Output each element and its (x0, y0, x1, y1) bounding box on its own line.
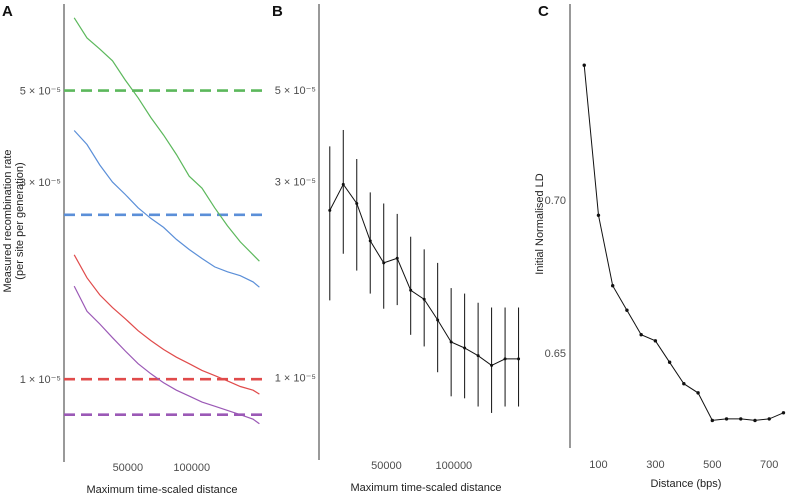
panel-c-ld-point (710, 418, 715, 423)
panel-c-ld-point (582, 63, 586, 67)
panel-c-ld-line (583, 65, 784, 421)
panel-b-x-tick-label: 50000 (371, 460, 402, 472)
panel-c-ld-point (653, 339, 658, 343)
panel-c-ld-point (610, 284, 615, 288)
panel-c-ld-point (596, 213, 601, 217)
panel-b-mean-point (463, 346, 467, 350)
panel-c-x-tick-label: 700 (760, 459, 778, 471)
panel-a-series-line-blue (73, 130, 260, 288)
panel-b-mean-point (409, 288, 413, 292)
panel-b-mean-point (355, 201, 359, 205)
panel-b-mean-point (490, 363, 494, 367)
panel-c: C 0.70 0.65 100 300 500 700 Distance (bps) I… (534, 3, 786, 490)
panel-b-mean-point (382, 261, 386, 265)
panel-b-mean-point (328, 208, 332, 212)
panel-c-x-label: Distance (bps) (651, 478, 722, 490)
panel-c-y-tick-label: 0.70 (545, 195, 566, 207)
panel-a-x-label: Maximum time-scaled distance (87, 484, 238, 496)
panel-c-x-tick-label: 100 (589, 459, 607, 471)
panel-c-x-tick-label: 300 (646, 459, 664, 471)
panel-b-x-tick-label: 100000 (435, 460, 472, 472)
panel-letter-a: A (2, 3, 13, 20)
panel-a-y-label-line1: Measured recombination rate (2, 149, 14, 292)
panel-b-y-tick-label: 5 × 10⁻⁵ (275, 85, 316, 97)
panel-a-series-line-purple (73, 285, 260, 425)
panel-a: A 5 × 10⁻⁵ 3 × 10⁻⁵ 1 × 10⁻⁵ 50000 100000 M… (2, 3, 262, 496)
panel-c-ld-point (682, 381, 686, 386)
panel-c-y-tick-label: 0.65 (545, 348, 566, 360)
panel-c-ld-point (696, 391, 700, 395)
panel-b-y-tick-label: 3 × 10⁻⁵ (275, 176, 316, 188)
panel-a-y-tick-label: 1 × 10⁻⁵ (20, 374, 61, 386)
panel-a-y-label-line2: (per site per generation) (14, 162, 26, 279)
panel-a-series-line-red (73, 254, 260, 395)
panel-letter-b: B (272, 3, 283, 20)
panel-c-x-tick-label: 500 (703, 459, 721, 471)
panel-b-mean-point (476, 354, 480, 358)
panel-b-mean-point (449, 340, 453, 344)
panel-b-y-tick-label: 1 × 10⁻⁵ (275, 373, 316, 385)
panel-b-mean-point (436, 318, 440, 322)
panel-c-ld-point (724, 417, 729, 421)
panel-b-mean-point (341, 182, 345, 186)
panel-c-ld-point (753, 418, 757, 423)
panel-a-x-tick-label: 50000 (113, 462, 144, 474)
panel-c-y-label: Initial Normalised LD (534, 173, 546, 275)
panel-b-mean-point (503, 357, 507, 361)
panel-letter-c: C (538, 3, 549, 20)
panel-b-mean-point (517, 357, 521, 361)
panel-c-ld-point (781, 411, 786, 415)
panel-b-x-label: Maximum time-scaled distance (351, 482, 502, 494)
panel-b: B 5 × 10⁻⁵ 3 × 10⁻⁵ 1 × 10⁻⁵ 50000 100000 M… (272, 3, 521, 494)
panel-b-mean-point (422, 297, 426, 301)
panel-c-ld-point (639, 333, 643, 337)
panel-b-mean-point (395, 256, 399, 260)
panel-a-y-tick-label: 5 × 10⁻⁵ (20, 86, 61, 98)
panel-c-ld-point (667, 360, 672, 364)
panel-c-ld-point (767, 417, 771, 421)
panel-c-ld-point (739, 417, 743, 421)
panel-a-x-tick-label: 100000 (173, 462, 210, 474)
panel-b-mean-point (368, 239, 372, 243)
panel-a-series-line-green (73, 17, 260, 262)
panel-c-ld-point (625, 308, 629, 312)
panel-a-y-tick-label: 3 × 10⁻⁵ (20, 177, 61, 189)
